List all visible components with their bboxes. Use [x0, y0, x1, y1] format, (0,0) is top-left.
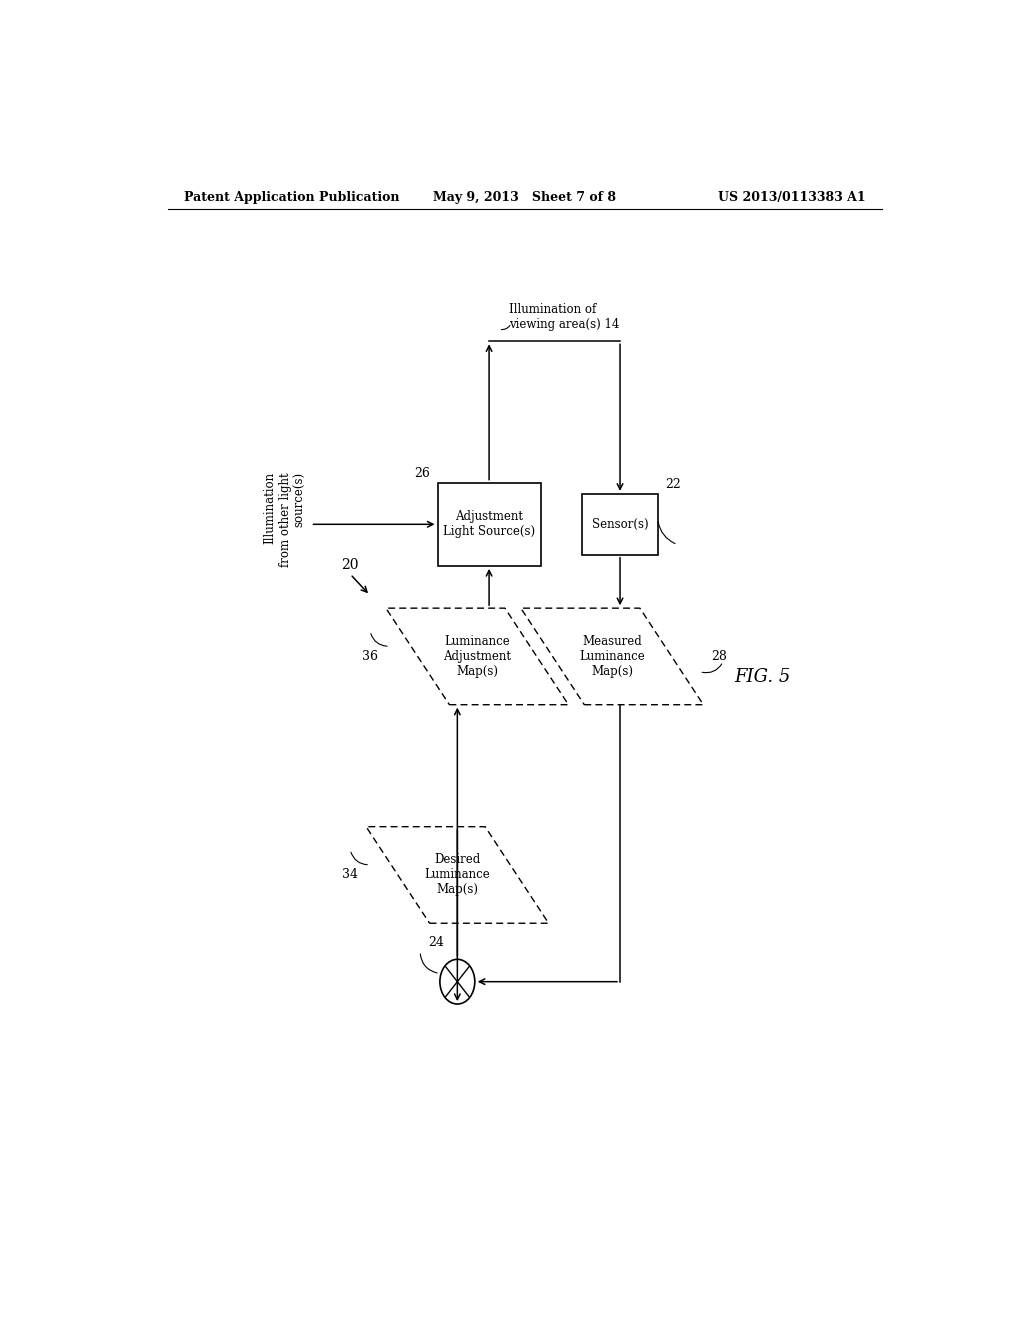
Text: 36: 36: [362, 649, 378, 663]
Text: 20: 20: [341, 558, 359, 572]
Text: Sensor(s): Sensor(s): [592, 517, 648, 531]
Text: FIG. 5: FIG. 5: [734, 668, 792, 686]
Text: Illumination of
viewing area(s) 14: Illumination of viewing area(s) 14: [509, 304, 620, 331]
Text: 34: 34: [342, 869, 358, 882]
Text: Patent Application Publication: Patent Application Publication: [183, 190, 399, 203]
Bar: [583, 494, 657, 554]
Bar: [437, 483, 541, 566]
Text: Illumination
from other light
source(s): Illumination from other light source(s): [263, 473, 306, 566]
Text: 28: 28: [712, 649, 727, 663]
Text: Desired
Luminance
Map(s): Desired Luminance Map(s): [425, 854, 490, 896]
Text: Measured
Luminance
Map(s): Measured Luminance Map(s): [580, 635, 645, 678]
Text: May 9, 2013   Sheet 7 of 8: May 9, 2013 Sheet 7 of 8: [433, 190, 616, 203]
Text: Luminance
Adjustment
Map(s): Luminance Adjustment Map(s): [443, 635, 511, 678]
Text: 22: 22: [666, 478, 681, 491]
Text: US 2013/0113383 A1: US 2013/0113383 A1: [719, 190, 866, 203]
Text: 24: 24: [428, 936, 443, 949]
Text: 26: 26: [414, 466, 430, 479]
Text: Adjustment
Light Source(s): Adjustment Light Source(s): [443, 511, 536, 539]
